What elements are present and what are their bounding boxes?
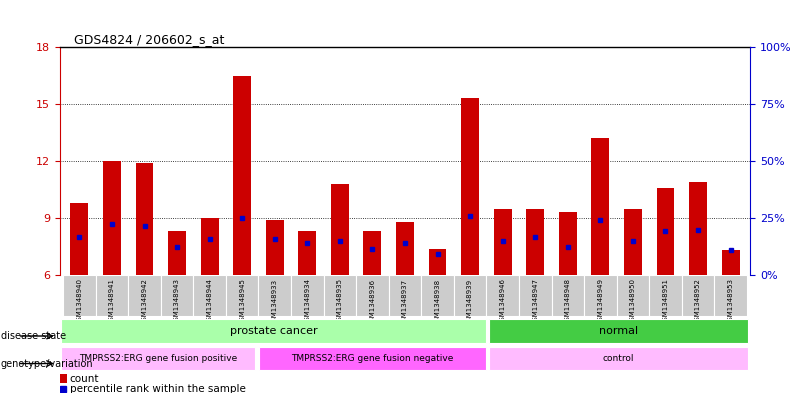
Bar bbox=[363, 231, 381, 275]
Bar bbox=[551, 275, 584, 316]
Bar bbox=[489, 320, 749, 343]
Bar bbox=[584, 275, 617, 316]
Text: GSM1348934: GSM1348934 bbox=[304, 278, 310, 325]
Bar bbox=[160, 275, 193, 316]
Bar bbox=[526, 209, 544, 275]
Text: GSM1348939: GSM1348939 bbox=[467, 278, 473, 325]
Bar bbox=[461, 98, 479, 275]
Text: GSM1348944: GSM1348944 bbox=[207, 278, 212, 325]
Text: GSM1348952: GSM1348952 bbox=[695, 278, 701, 325]
Text: control: control bbox=[603, 354, 634, 363]
Bar bbox=[396, 222, 414, 275]
Text: GSM1348949: GSM1348949 bbox=[598, 278, 603, 325]
Text: GSM1348945: GSM1348945 bbox=[239, 278, 245, 325]
Bar bbox=[429, 248, 447, 275]
Text: TMPRSS2:ERG gene fusion negative: TMPRSS2:ERG gene fusion negative bbox=[291, 354, 453, 363]
Text: GDS4824 / 206602_s_at: GDS4824 / 206602_s_at bbox=[73, 33, 224, 46]
Bar bbox=[721, 250, 740, 275]
Bar bbox=[487, 275, 519, 316]
Text: GSM1348941: GSM1348941 bbox=[109, 278, 115, 325]
Bar bbox=[494, 209, 512, 275]
Bar bbox=[128, 275, 160, 316]
Text: GSM1348940: GSM1348940 bbox=[77, 278, 82, 325]
Bar bbox=[168, 231, 186, 275]
Bar bbox=[70, 203, 89, 275]
Text: normal: normal bbox=[599, 326, 638, 336]
Bar bbox=[226, 275, 259, 316]
Bar bbox=[519, 275, 551, 316]
Bar bbox=[617, 275, 650, 316]
Bar bbox=[96, 275, 128, 316]
Text: GSM1348948: GSM1348948 bbox=[565, 278, 571, 325]
Bar bbox=[356, 275, 389, 316]
Bar bbox=[714, 275, 747, 316]
Bar bbox=[291, 275, 323, 316]
Bar bbox=[657, 188, 674, 275]
Bar bbox=[103, 161, 121, 275]
Bar bbox=[323, 275, 356, 316]
Bar bbox=[454, 275, 487, 316]
Bar bbox=[489, 347, 749, 370]
Bar bbox=[331, 184, 349, 275]
Text: GSM1348935: GSM1348935 bbox=[337, 278, 343, 325]
Text: GSM1348942: GSM1348942 bbox=[141, 278, 148, 325]
Bar bbox=[61, 347, 255, 370]
Text: GSM1348933: GSM1348933 bbox=[272, 278, 278, 325]
Text: GSM1348951: GSM1348951 bbox=[662, 278, 669, 325]
Bar bbox=[60, 374, 67, 383]
Text: GSM1348950: GSM1348950 bbox=[630, 278, 636, 325]
Text: prostate cancer: prostate cancer bbox=[230, 326, 318, 336]
Text: percentile rank within the sample: percentile rank within the sample bbox=[69, 384, 246, 393]
Bar bbox=[259, 347, 485, 370]
Bar bbox=[233, 75, 251, 275]
Bar bbox=[193, 275, 226, 316]
Text: GSM1348947: GSM1348947 bbox=[532, 278, 538, 325]
Bar bbox=[421, 275, 454, 316]
Text: GSM1348953: GSM1348953 bbox=[728, 278, 733, 325]
Bar bbox=[200, 218, 219, 275]
Text: GSM1348937: GSM1348937 bbox=[402, 278, 408, 325]
Text: GSM1348946: GSM1348946 bbox=[500, 278, 506, 325]
Text: disease state: disease state bbox=[1, 331, 66, 341]
Text: GSM1348943: GSM1348943 bbox=[174, 278, 180, 325]
Bar bbox=[689, 182, 707, 275]
Bar bbox=[624, 209, 642, 275]
Bar bbox=[591, 138, 610, 275]
Bar bbox=[389, 275, 421, 316]
Bar bbox=[259, 275, 291, 316]
Bar bbox=[650, 275, 681, 316]
Bar bbox=[681, 275, 714, 316]
Bar bbox=[298, 231, 316, 275]
Bar bbox=[559, 212, 577, 275]
Text: genotype/variation: genotype/variation bbox=[1, 358, 93, 369]
Text: GSM1348936: GSM1348936 bbox=[369, 278, 375, 325]
Bar bbox=[266, 220, 284, 275]
Bar bbox=[63, 275, 96, 316]
Bar bbox=[61, 320, 485, 343]
Text: TMPRSS2:ERG gene fusion positive: TMPRSS2:ERG gene fusion positive bbox=[79, 354, 238, 363]
Text: GSM1348938: GSM1348938 bbox=[435, 278, 440, 325]
Bar bbox=[136, 163, 153, 275]
Text: count: count bbox=[69, 374, 99, 384]
